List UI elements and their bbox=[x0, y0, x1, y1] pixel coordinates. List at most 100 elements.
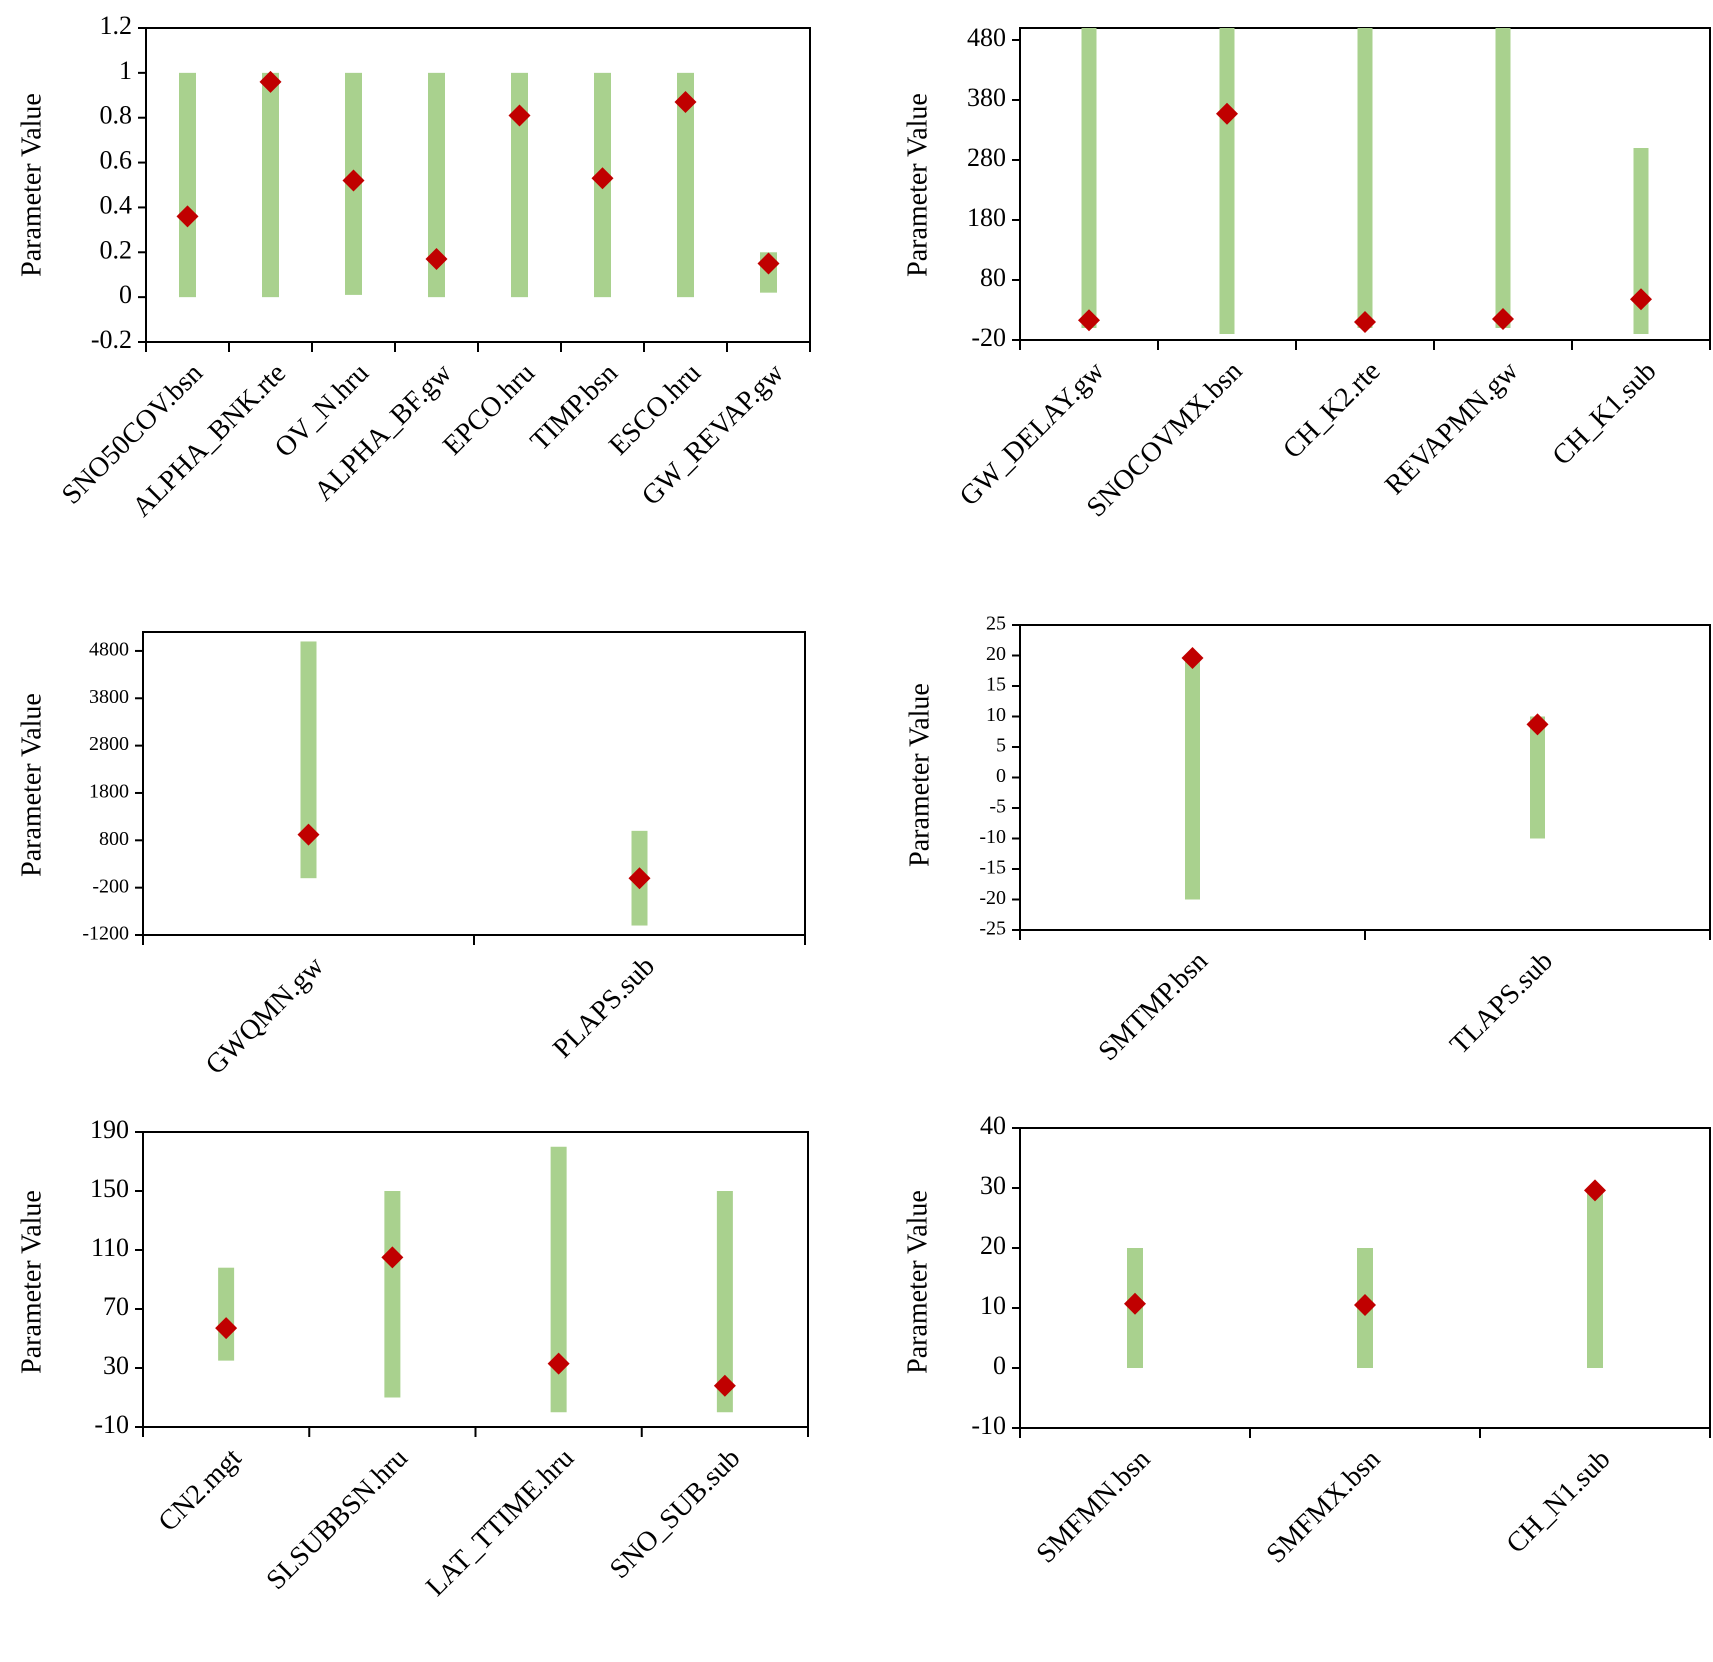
y-tick-label: 4800 bbox=[89, 639, 129, 661]
x-category-label: ALPHA_BNK.rte bbox=[127, 358, 292, 523]
y-tick-label: 110 bbox=[91, 1233, 129, 1262]
y-tick-label: -5 bbox=[989, 796, 1006, 818]
fitted-marker-ov-n-hru bbox=[342, 169, 365, 192]
y-tick-label: 1 bbox=[119, 56, 132, 85]
y-tick-label: -25 bbox=[979, 918, 1006, 940]
plot-frame bbox=[142, 1131, 809, 1428]
chart-panel-3: -1200 -200 800 1800 2800 3800 4800 Parameter Va… bbox=[16, 631, 806, 1081]
y-tick-label: 0.2 bbox=[100, 235, 133, 264]
y-tick-label: 1800 bbox=[89, 781, 129, 803]
y-tick-label: 20 bbox=[986, 643, 1006, 665]
fitted-marker-sno50cov-bsn bbox=[176, 205, 199, 228]
plot-frame bbox=[1019, 1127, 1711, 1429]
fitted-marker-timp-bsn bbox=[591, 167, 614, 190]
range-bar-slsubbsn-hru bbox=[384, 1191, 401, 1398]
fitted-marker-alpha-bnk-rte bbox=[259, 70, 282, 93]
fitted-marker-ch-k1-sub bbox=[1630, 288, 1652, 311]
chart-panel-4: -25 -20 -15 -10 -5 0 5 10 15 20 25 Parameter Value S… bbox=[904, 613, 1711, 1068]
fitted-marker-smtmp-bsn bbox=[1181, 646, 1204, 669]
y-tick-label: 0.8 bbox=[100, 101, 133, 130]
x-category-label: SNO_SUB.sub bbox=[604, 1443, 746, 1585]
fitted-marker-snocovmx-bsn bbox=[1216, 102, 1238, 125]
y-axis-title: Parameter Value bbox=[902, 93, 933, 277]
fitted-marker-gwqmn-gw bbox=[297, 823, 320, 846]
y-tick-label: 20 bbox=[980, 1231, 1006, 1260]
x-category-label: LAT_TTIME.hru bbox=[420, 1443, 580, 1603]
fitted-marker-sno-sub-sub bbox=[713, 1374, 736, 1397]
y-tick-label: 2800 bbox=[89, 733, 129, 755]
y-tick-label: -15 bbox=[979, 857, 1006, 879]
fitted-marker-ch-k2-rte bbox=[1354, 311, 1376, 333]
range-bar-epco-hru bbox=[511, 72, 528, 298]
range-bar-tlaps-sub bbox=[1530, 716, 1545, 839]
y-axis-title: Parameter Value bbox=[902, 1190, 933, 1374]
y-tick-label: -20 bbox=[971, 323, 1006, 352]
x-category-label: GW_DELAY.gw bbox=[954, 355, 1111, 512]
range-bar-alpha-bnk-rte bbox=[262, 72, 279, 298]
y-tick-label: 40 bbox=[980, 1111, 1006, 1140]
y-tick-label: 0 bbox=[993, 1351, 1006, 1380]
range-bar-sno50cov-bsn bbox=[179, 72, 196, 298]
y-tick-label: 800 bbox=[99, 828, 129, 850]
x-category-label: CH_K1.sub bbox=[1547, 356, 1663, 472]
fitted-marker-smfmx-bsn bbox=[1354, 1294, 1376, 1316]
x-category-label: CH_N1.sub bbox=[1501, 1444, 1617, 1560]
x-category-label: CH_K2.rte bbox=[1277, 356, 1386, 465]
y-tick-label: 30 bbox=[980, 1171, 1006, 1200]
chart-panel-1: -0.2 0 0.2 0.4 0.6 0.8 1 1.2 Parameter Value SNO5… bbox=[16, 11, 811, 523]
fitted-marker-ch-n1-sub bbox=[1584, 1179, 1606, 1202]
range-bar-ch-n1-sub bbox=[1587, 1188, 1603, 1368]
x-category-label: GWQMN.gw bbox=[200, 950, 331, 1081]
chart-panel-5: -10 30 70 110 150 190 Parameter Value CN2.mgt SL… bbox=[16, 1115, 809, 1603]
y-tick-label: -10 bbox=[94, 1410, 129, 1439]
fitted-marker-esco-hru bbox=[674, 91, 697, 114]
fitted-marker-slsubbsn-hru bbox=[381, 1246, 404, 1269]
range-bar-lat-ttime-hru bbox=[550, 1146, 567, 1413]
y-tick-label: 280 bbox=[967, 143, 1006, 172]
x-category-label: SNO50COV.bsn bbox=[56, 358, 209, 511]
range-bar-gwqmn-gw bbox=[300, 641, 317, 879]
x-category-label: SMTMP.bsn bbox=[1092, 946, 1214, 1068]
y-tick-label: -0.2 bbox=[91, 325, 132, 354]
y-tick-label: 150 bbox=[90, 1174, 129, 1203]
x-category-label: TLAPS.sub bbox=[1444, 946, 1559, 1061]
fitted-marker-tlaps-sub bbox=[1526, 713, 1549, 736]
range-bar-gw-delay-gw bbox=[1081, 28, 1097, 328]
y-tick-label: -10 bbox=[971, 1411, 1006, 1440]
y-tick-label: 80 bbox=[980, 263, 1006, 292]
y-tick-label: 180 bbox=[967, 203, 1006, 232]
x-category-label: SMFMX.bsn bbox=[1261, 1444, 1387, 1570]
y-tick-label: 10 bbox=[986, 704, 1006, 726]
x-category-label: PLAPS.sub bbox=[547, 951, 661, 1065]
fitted-marker-alpha-bf-gw bbox=[425, 248, 448, 271]
range-bar-cn2-mgt bbox=[218, 1267, 235, 1361]
fitted-marker-revapmn-gw bbox=[1492, 308, 1514, 330]
fitted-marker-epco-hru bbox=[508, 104, 531, 127]
y-tick-label: 1.2 bbox=[100, 11, 133, 40]
y-tick-label: 15 bbox=[986, 674, 1006, 696]
y-tick-label: 0 bbox=[119, 280, 132, 309]
plot-frame bbox=[142, 631, 806, 936]
range-bar-revapmn-gw bbox=[1495, 28, 1511, 328]
chart-panel-6: -10 0 10 20 30 40 Parameter Value SMFMN.bsn SMFM… bbox=[902, 1111, 1711, 1570]
y-tick-label: -200 bbox=[92, 875, 129, 897]
y-axis-title: Parameter Value bbox=[16, 93, 47, 277]
y-tick-label: 0 bbox=[996, 765, 1006, 787]
fitted-marker-gw-delay-gw bbox=[1078, 309, 1100, 332]
y-tick-label: 25 bbox=[986, 613, 1006, 635]
y-tick-label: -1200 bbox=[82, 923, 129, 945]
range-bar-alpha-bf-gw bbox=[428, 72, 445, 298]
y-tick-label: 10 bbox=[980, 1291, 1006, 1320]
x-category-label: EPCO.hru bbox=[437, 358, 541, 462]
y-tick-label: 0.4 bbox=[100, 190, 133, 219]
x-category-label: SMFMN.bsn bbox=[1031, 1444, 1157, 1570]
y-tick-label: 70 bbox=[103, 1292, 129, 1321]
y-tick-label: 380 bbox=[967, 83, 1006, 112]
fitted-marker-smfmn-bsn bbox=[1124, 1292, 1146, 1315]
y-axis-title: Parameter Value bbox=[904, 683, 935, 867]
y-tick-label: 190 bbox=[90, 1115, 129, 1144]
x-category-label: SLSUBBSN.hru bbox=[260, 1443, 413, 1596]
y-tick-label: -20 bbox=[979, 887, 1006, 909]
